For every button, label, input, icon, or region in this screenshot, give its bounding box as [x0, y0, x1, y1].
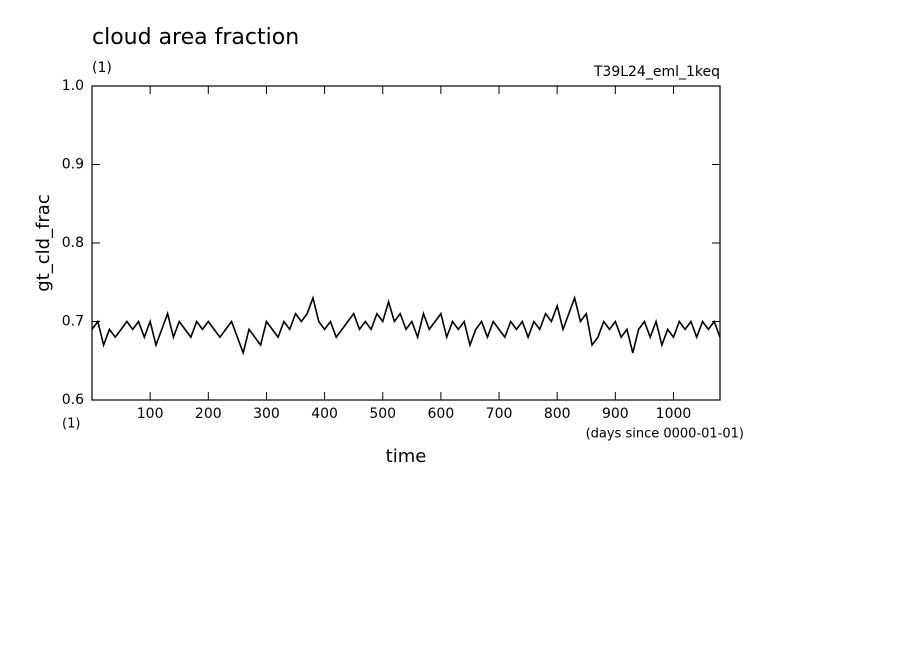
- x-tick-label: 600: [428, 406, 455, 422]
- plot-frame: [91, 85, 721, 401]
- experiment-label: T39L24_eml_1keq: [593, 64, 720, 80]
- y-axis-label: gt_cld_frac: [33, 194, 54, 291]
- y-tick-label: 1.0: [62, 78, 84, 94]
- chart-title: cloud area fraction: [92, 25, 299, 50]
- x-axis-label: time: [386, 446, 427, 467]
- x-tick-label: 300: [253, 406, 280, 422]
- x-tick-label: 700: [486, 406, 513, 422]
- y-tick-label: 0.8: [62, 235, 84, 251]
- x-tick-label: 1000: [656, 406, 692, 422]
- y-tick-label: 0.6: [62, 392, 84, 408]
- x-tick-label: 200: [195, 406, 222, 422]
- x-tick-label: 500: [369, 406, 396, 422]
- x-units: (days since 0000-01-01): [586, 427, 744, 442]
- x-tick-label: 800: [544, 406, 571, 422]
- data-line: [91, 295, 721, 356]
- x-tick-label: 400: [311, 406, 338, 422]
- x-tick-label: 900: [602, 406, 629, 422]
- x-unit-label: (1): [62, 417, 80, 432]
- unit-label: (1): [92, 60, 112, 76]
- y-tick-label: 0.9: [62, 157, 84, 173]
- x-tick-label: 100: [137, 406, 164, 422]
- y-tick-label: 0.7: [62, 314, 84, 330]
